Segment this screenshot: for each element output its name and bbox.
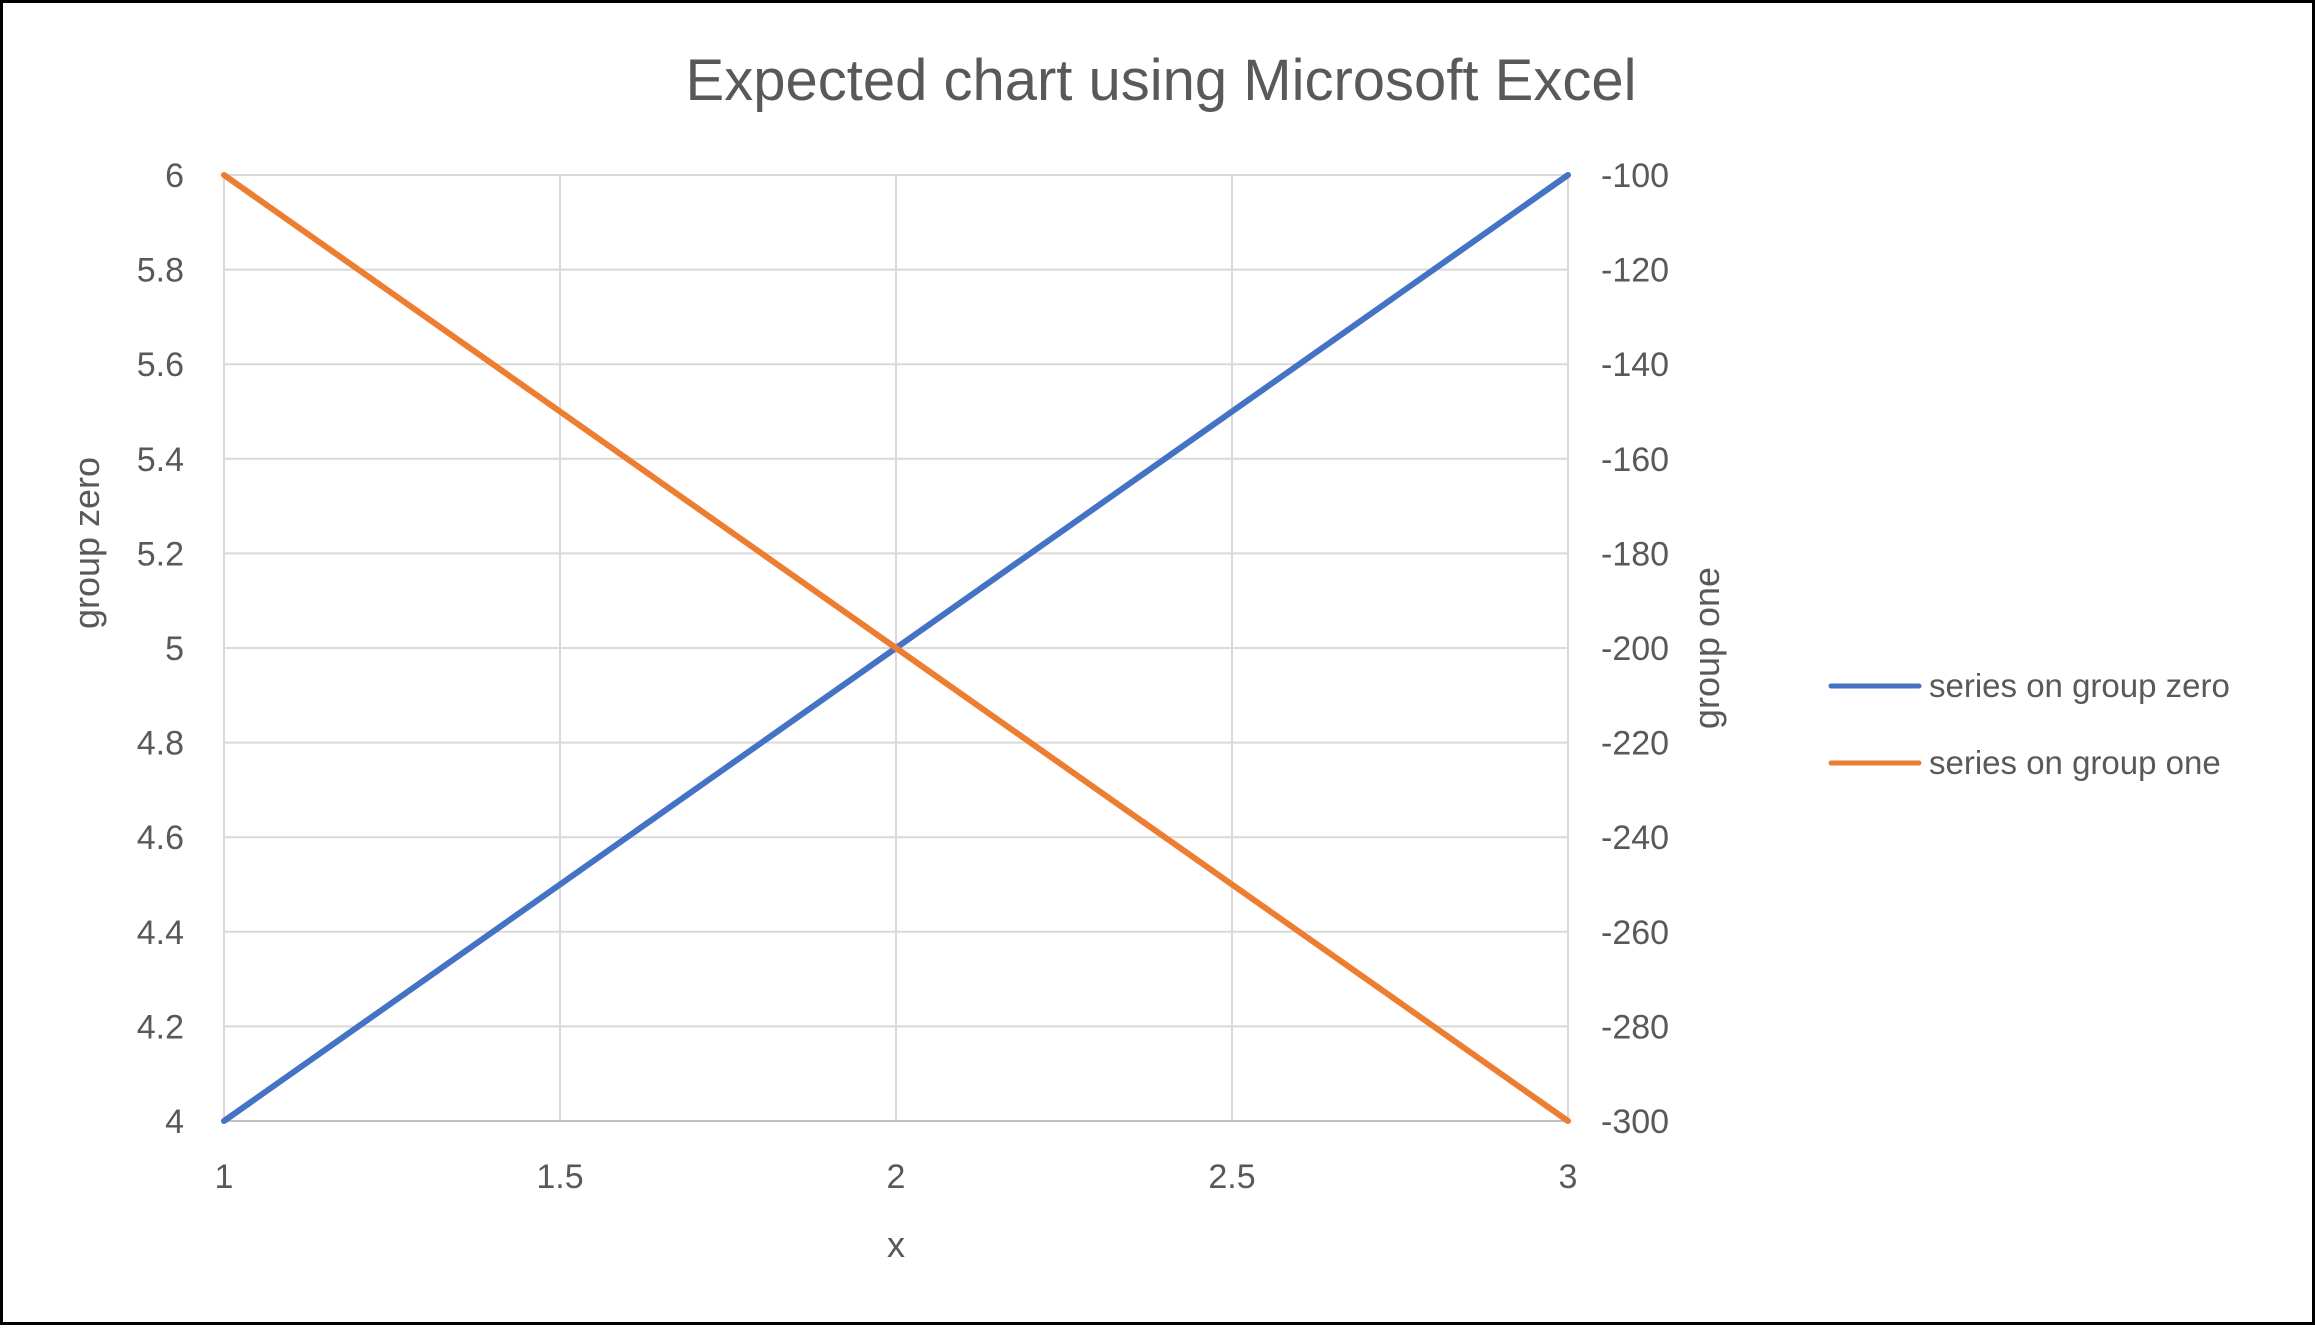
y-tick-label: 5.4 (137, 441, 184, 479)
x-tick-label: 1 (215, 1158, 234, 1196)
y-axis-title: group zero (66, 457, 107, 629)
y-tick-label: 4 (165, 1103, 184, 1141)
legend-label-group-one: series on group one (1929, 744, 2221, 781)
y2-tick-labels: -300 -280 -260 -240 -220 -200 -180 -160 -140 -120… (1601, 157, 1669, 1141)
y2-tick-label: -120 (1601, 252, 1669, 290)
x-tick-label: 3 (1559, 1158, 1578, 1196)
y2-tick-label: -200 (1601, 630, 1669, 668)
y2-tick-label: -140 (1601, 346, 1669, 384)
y-tick-label: 5.6 (137, 346, 184, 384)
y-tick-labels: 4 4.2 4.4 4.6 4.8 5 5.2 5.4 5.6 5.8 6 (137, 157, 184, 1141)
y-tick-label: 5.2 (137, 535, 184, 573)
series-layer (221, 172, 1571, 1124)
y-tick-label: 4.4 (137, 914, 184, 952)
y2-tick-label: -240 (1601, 819, 1669, 857)
y2-tick-label: -280 (1601, 1008, 1669, 1046)
y2-tick-label: -220 (1601, 725, 1669, 763)
grid-layer (223, 174, 1569, 1122)
y-tick-label: 5.8 (137, 252, 184, 290)
legend-label-group-zero: series on group zero (1929, 667, 2230, 704)
y-tick-label: 4.8 (137, 725, 184, 763)
x-tick-label: 1.5 (536, 1158, 583, 1196)
chart-svg: Expected chart using Microsoft Excel 1 1.… (66, 48, 2230, 1265)
x-tick-label: 2.5 (1208, 1158, 1255, 1196)
y-tick-label: 4.6 (137, 819, 184, 857)
x-axis-title: x (887, 1224, 905, 1265)
x-tick-labels: 1 1.5 2 2.5 3 (215, 1158, 1578, 1196)
series-line-group-one (221, 172, 1571, 1124)
legend: series on group zero series on group one (1828, 667, 2230, 781)
y2-tick-label: -180 (1601, 535, 1669, 573)
y-tick-label: 5 (165, 630, 184, 668)
y2-tick-label: -260 (1601, 914, 1669, 952)
y2-axis-title: group one (1686, 567, 1727, 729)
x-tick-label: 2 (887, 1158, 906, 1196)
y-tick-label: 4.2 (137, 1008, 184, 1046)
chart-title: Expected chart using Microsoft Excel (686, 48, 1637, 113)
y2-tick-label: -300 (1601, 1103, 1669, 1141)
y-tick-label: 6 (165, 157, 184, 195)
y2-tick-label: -100 (1601, 157, 1669, 195)
y2-tick-label: -160 (1601, 441, 1669, 479)
